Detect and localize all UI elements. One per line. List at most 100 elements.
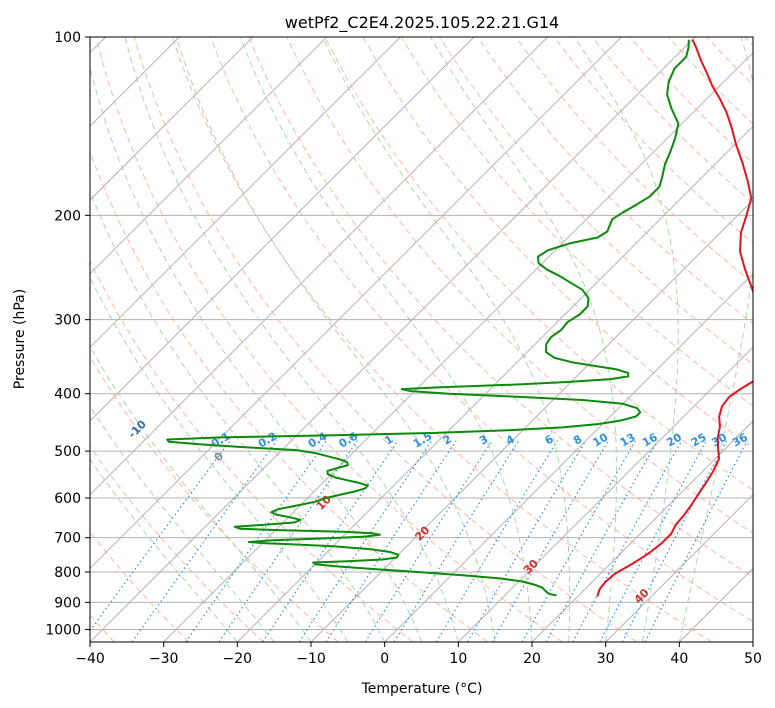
x-tick-label: 0 — [380, 651, 389, 667]
isotherm-line — [531, 420, 753, 642]
mixing-ratio-line — [435, 440, 558, 642]
isotherm-line — [678, 567, 753, 642]
mixing-ratio-label: 0.1 — [209, 430, 232, 451]
dry-adiabat-line — [706, 37, 753, 86]
mixing-ratio-line — [325, 440, 457, 642]
dry-adiabat-line — [90, 356, 339, 642]
isotherm-line — [90, 37, 622, 570]
x-tick-label: 40 — [670, 651, 688, 667]
mixing-ratio-line — [599, 440, 707, 642]
adiabat-label: 30 — [521, 557, 541, 577]
x-tick-label: −40 — [75, 651, 105, 667]
mixing-ratio-line — [521, 440, 637, 642]
moist-adiabat-line — [175, 37, 496, 642]
moist-adiabats — [90, 37, 753, 642]
mixing-ratio-label: 8 — [571, 433, 584, 448]
isotherm-line — [605, 493, 753, 642]
moist-adiabat-line — [678, 37, 753, 642]
plot-frame — [89, 36, 754, 643]
y-tick-label: 700 — [54, 531, 81, 547]
x-tick-label: 50 — [744, 651, 762, 667]
y-axis: 100 200 300 400 500 600 700 800 900 1000 — [45, 30, 90, 638]
mixing-ratio-line — [393, 440, 520, 642]
dry-adiabat-line — [90, 259, 414, 642]
y-tick-label: 400 — [54, 387, 81, 403]
dry-adiabat-line — [553, 37, 753, 244]
x-tick-label: 10 — [449, 651, 467, 667]
mixing-ratio-line — [545, 440, 659, 642]
isotherm-line — [90, 37, 254, 201]
moist-adiabat-line — [90, 65, 422, 642]
dry-adiabat-line — [95, 37, 563, 642]
moist-adiabat-line — [90, 276, 349, 642]
chart-title: wetPf2_C2E4.2025.105.22.21.G14 — [285, 13, 559, 33]
dry-adiabat-line — [90, 445, 264, 642]
y-tick-label: 100 — [54, 30, 81, 46]
mixing-ratio-line — [185, 440, 328, 642]
dry-adiabat-label: -10 — [126, 417, 149, 440]
dry-adiabat-line — [210, 37, 753, 623]
dry-adiabat-line — [133, 37, 638, 642]
moist-adiabat-line — [430, 37, 617, 642]
y-axis-label: Pressure (hPa) — [12, 289, 28, 389]
isotherm-line — [90, 37, 328, 275]
dry-adiabat-line — [90, 531, 190, 642]
mixing-ratio-line — [90, 440, 231, 632]
mixing-ratio-line — [466, 440, 587, 642]
mixing-ratio-label: 0.4 — [306, 429, 330, 450]
isotherm-line — [384, 272, 753, 642]
moist-adiabat-line — [90, 458, 238, 642]
y-tick-label: 300 — [54, 313, 81, 329]
mixing-ratio-label: 16 — [640, 430, 660, 449]
x-tick-label: −20 — [223, 651, 253, 667]
isotherm-line — [90, 37, 696, 642]
dry-adiabat-line — [668, 37, 753, 125]
mixing-ratio-lines — [90, 440, 748, 642]
moist-adiabat-line — [239, 37, 533, 642]
reference-line-labels: -100-90-80-70-60-50-40-30-20-10010203040… — [126, 417, 751, 606]
dry-adiabat-line — [744, 37, 753, 47]
isotherm-line — [90, 37, 549, 496]
mixing-ratio-line — [298, 440, 432, 642]
y-tick-label: 200 — [54, 208, 81, 224]
dry-adiabat-line — [515, 37, 753, 284]
x-axis-label: Temperature (°C) — [361, 681, 483, 697]
dry-adiabat-line — [171, 37, 712, 642]
x-tick-label: −10 — [296, 651, 326, 667]
x-tick-label: 20 — [523, 651, 541, 667]
x-tick-label: 30 — [597, 651, 615, 667]
dry-adiabat-line — [286, 37, 753, 534]
sounding-profiles — [166, 39, 753, 597]
mixing-ratio-line — [218, 440, 358, 642]
moist-adiabat-line — [90, 189, 386, 642]
y-tick-label: 800 — [54, 565, 81, 581]
mixing-ratio-label: 2 — [441, 433, 454, 448]
mixing-ratio-line — [572, 440, 683, 642]
dry-adiabat-line — [248, 37, 753, 578]
adiabat-label: 20 — [412, 523, 432, 543]
isotherm-line — [457, 346, 753, 642]
mixing-ratio-line — [644, 440, 748, 642]
mixing-ratio-label: 36 — [730, 430, 750, 449]
dry-adiabat-line — [438, 37, 753, 366]
moist-adiabat-line — [90, 345, 312, 642]
dewpoint-profile-line — [166, 39, 690, 597]
dry-adiabat-line — [324, 37, 753, 491]
mixing-ratio-line — [364, 440, 493, 642]
moist-adiabat-line — [574, 37, 679, 642]
isotherm-line — [236, 125, 753, 642]
mixing-ratio-line — [491, 440, 609, 642]
isotherm-line — [752, 641, 753, 642]
moist-adiabat-line — [124, 37, 459, 642]
y-tick-label: 600 — [54, 491, 81, 507]
isotherm-line — [90, 37, 475, 422]
y-tick-label: 500 — [54, 444, 81, 460]
plot-area: -100-90-80-70-60-50-40-30-20-10010203040… — [90, 37, 753, 642]
moist-adiabat-line — [322, 37, 571, 642]
temperature-profile-line — [596, 39, 753, 597]
dry-adiabat-line — [591, 37, 753, 204]
mixing-ratio-line — [131, 440, 278, 642]
y-tick-label: 900 — [54, 595, 81, 611]
dry-adiabat-line — [90, 150, 488, 642]
